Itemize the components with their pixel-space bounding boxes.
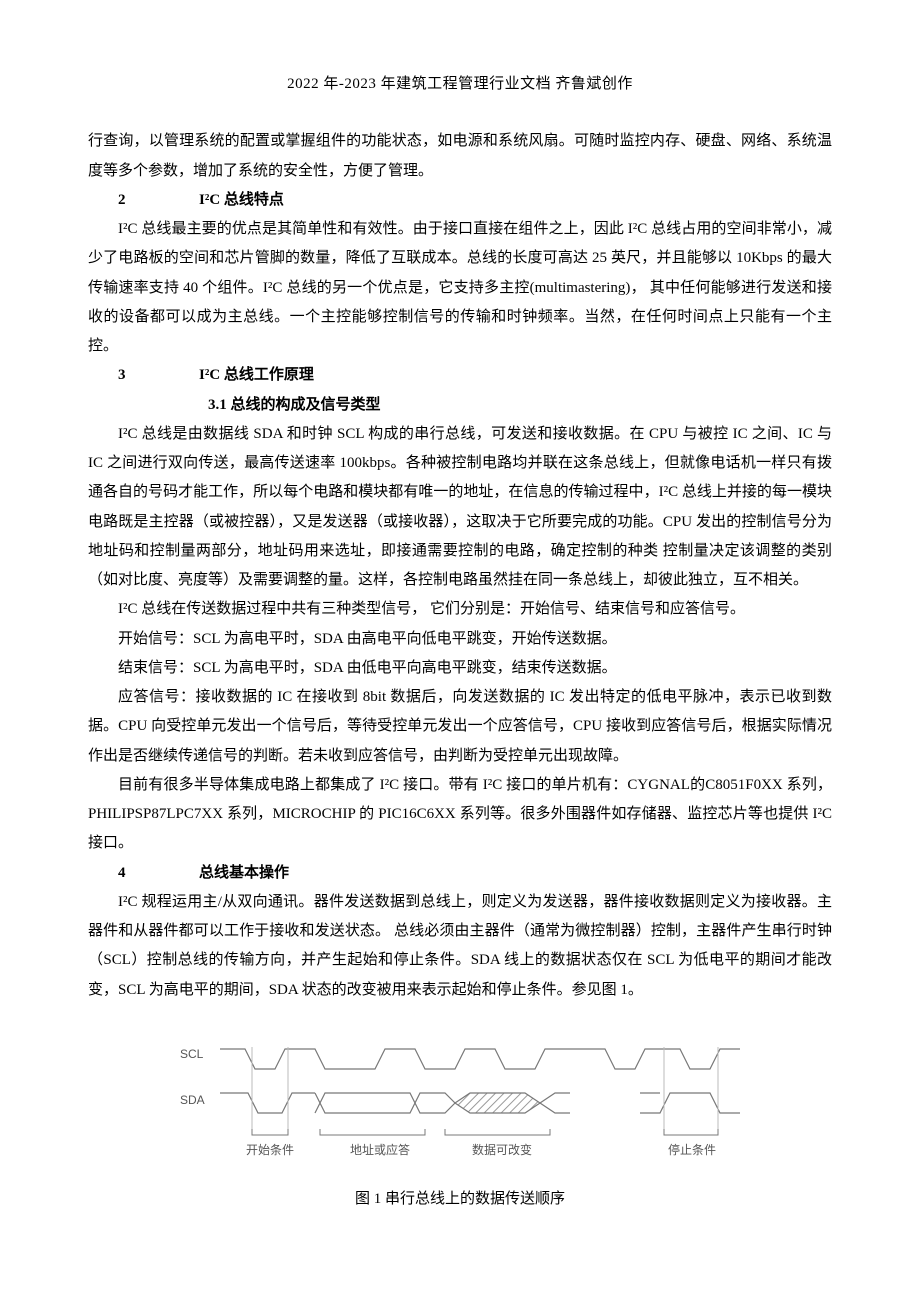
carryover-paragraph: 行查询，以管理系统的配置或掌握组件的功能状态，如电源和系统风扇。可随时监控内存、…: [88, 127, 832, 186]
page: 2022 年-2023 年建筑工程管理行业文档 齐鲁斌创作 行查询，以管理系统的…: [0, 0, 920, 1274]
section-number: 2: [118, 186, 166, 215]
timing-label-start: 开始条件: [238, 1139, 302, 1162]
figure-1: SCL SDA: [180, 1037, 740, 1159]
page-header: 2022 年-2023 年建筑工程管理行业文档 齐鲁斌创作: [88, 70, 832, 99]
body-paragraph: 结束信号：SCL 为高电平时，SDA 由低电平向高电平跳变，结束传送数据。: [88, 654, 832, 683]
scl-label: SCL: [180, 1043, 203, 1066]
section-4-heading: 4 总线基本操作: [88, 859, 832, 888]
section-2-body: I²C 总线最主要的优点是其简单性和有效性。由于接口直接在组件之上，因此 I²C…: [88, 215, 832, 361]
section-3-heading: 3 I²C 总线工作原理: [88, 361, 832, 390]
body-paragraph: I²C 总线是由数据线 SDA 和时钟 SCL 构成的串行总线，可发送和接收数据…: [88, 420, 832, 596]
body-paragraph: 应答信号：接收数据的 IC 在接收到 8bit 数据后，向发送数据的 IC 发出…: [88, 683, 832, 771]
section-title: I²C 总线特点: [199, 192, 284, 208]
section-4-body: I²C 规程运用主/从双向通讯。器件发送数据到总线上，则定义为发送器，器件接收数…: [88, 888, 832, 1005]
section-number: 4: [118, 859, 166, 888]
timing-label-data: 数据可改变: [460, 1139, 544, 1162]
section-title: 总线基本操作: [199, 865, 289, 881]
body-paragraph: 开始信号：SCL 为高电平时，SDA 由高电平向低电平跳变，开始传送数据。: [88, 625, 832, 654]
body-paragraph: I²C 总线在传送数据过程中共有三种类型信号， 它们分别是：开始信号、结束信号和…: [88, 595, 832, 624]
section-title: I²C 总线工作原理: [199, 367, 314, 383]
section-3-1-heading: 3.1 总线的构成及信号类型: [88, 391, 832, 420]
timing-label-addr: 地址或应答: [338, 1139, 422, 1162]
body-paragraph: 目前有很多半导体集成电路上都集成了 I²C 接口。带有 I²C 接口的单片机有：…: [88, 771, 832, 859]
timing-diagram-svg: [220, 1037, 740, 1137]
section-2-heading: 2 I²C 总线特点: [88, 186, 832, 215]
figure-caption: 图 1 串行总线上的数据传送顺序: [88, 1185, 832, 1214]
section-number: 3: [118, 361, 166, 390]
timing-label-stop: 停止条件: [660, 1139, 724, 1162]
sda-label: SDA: [180, 1089, 205, 1112]
